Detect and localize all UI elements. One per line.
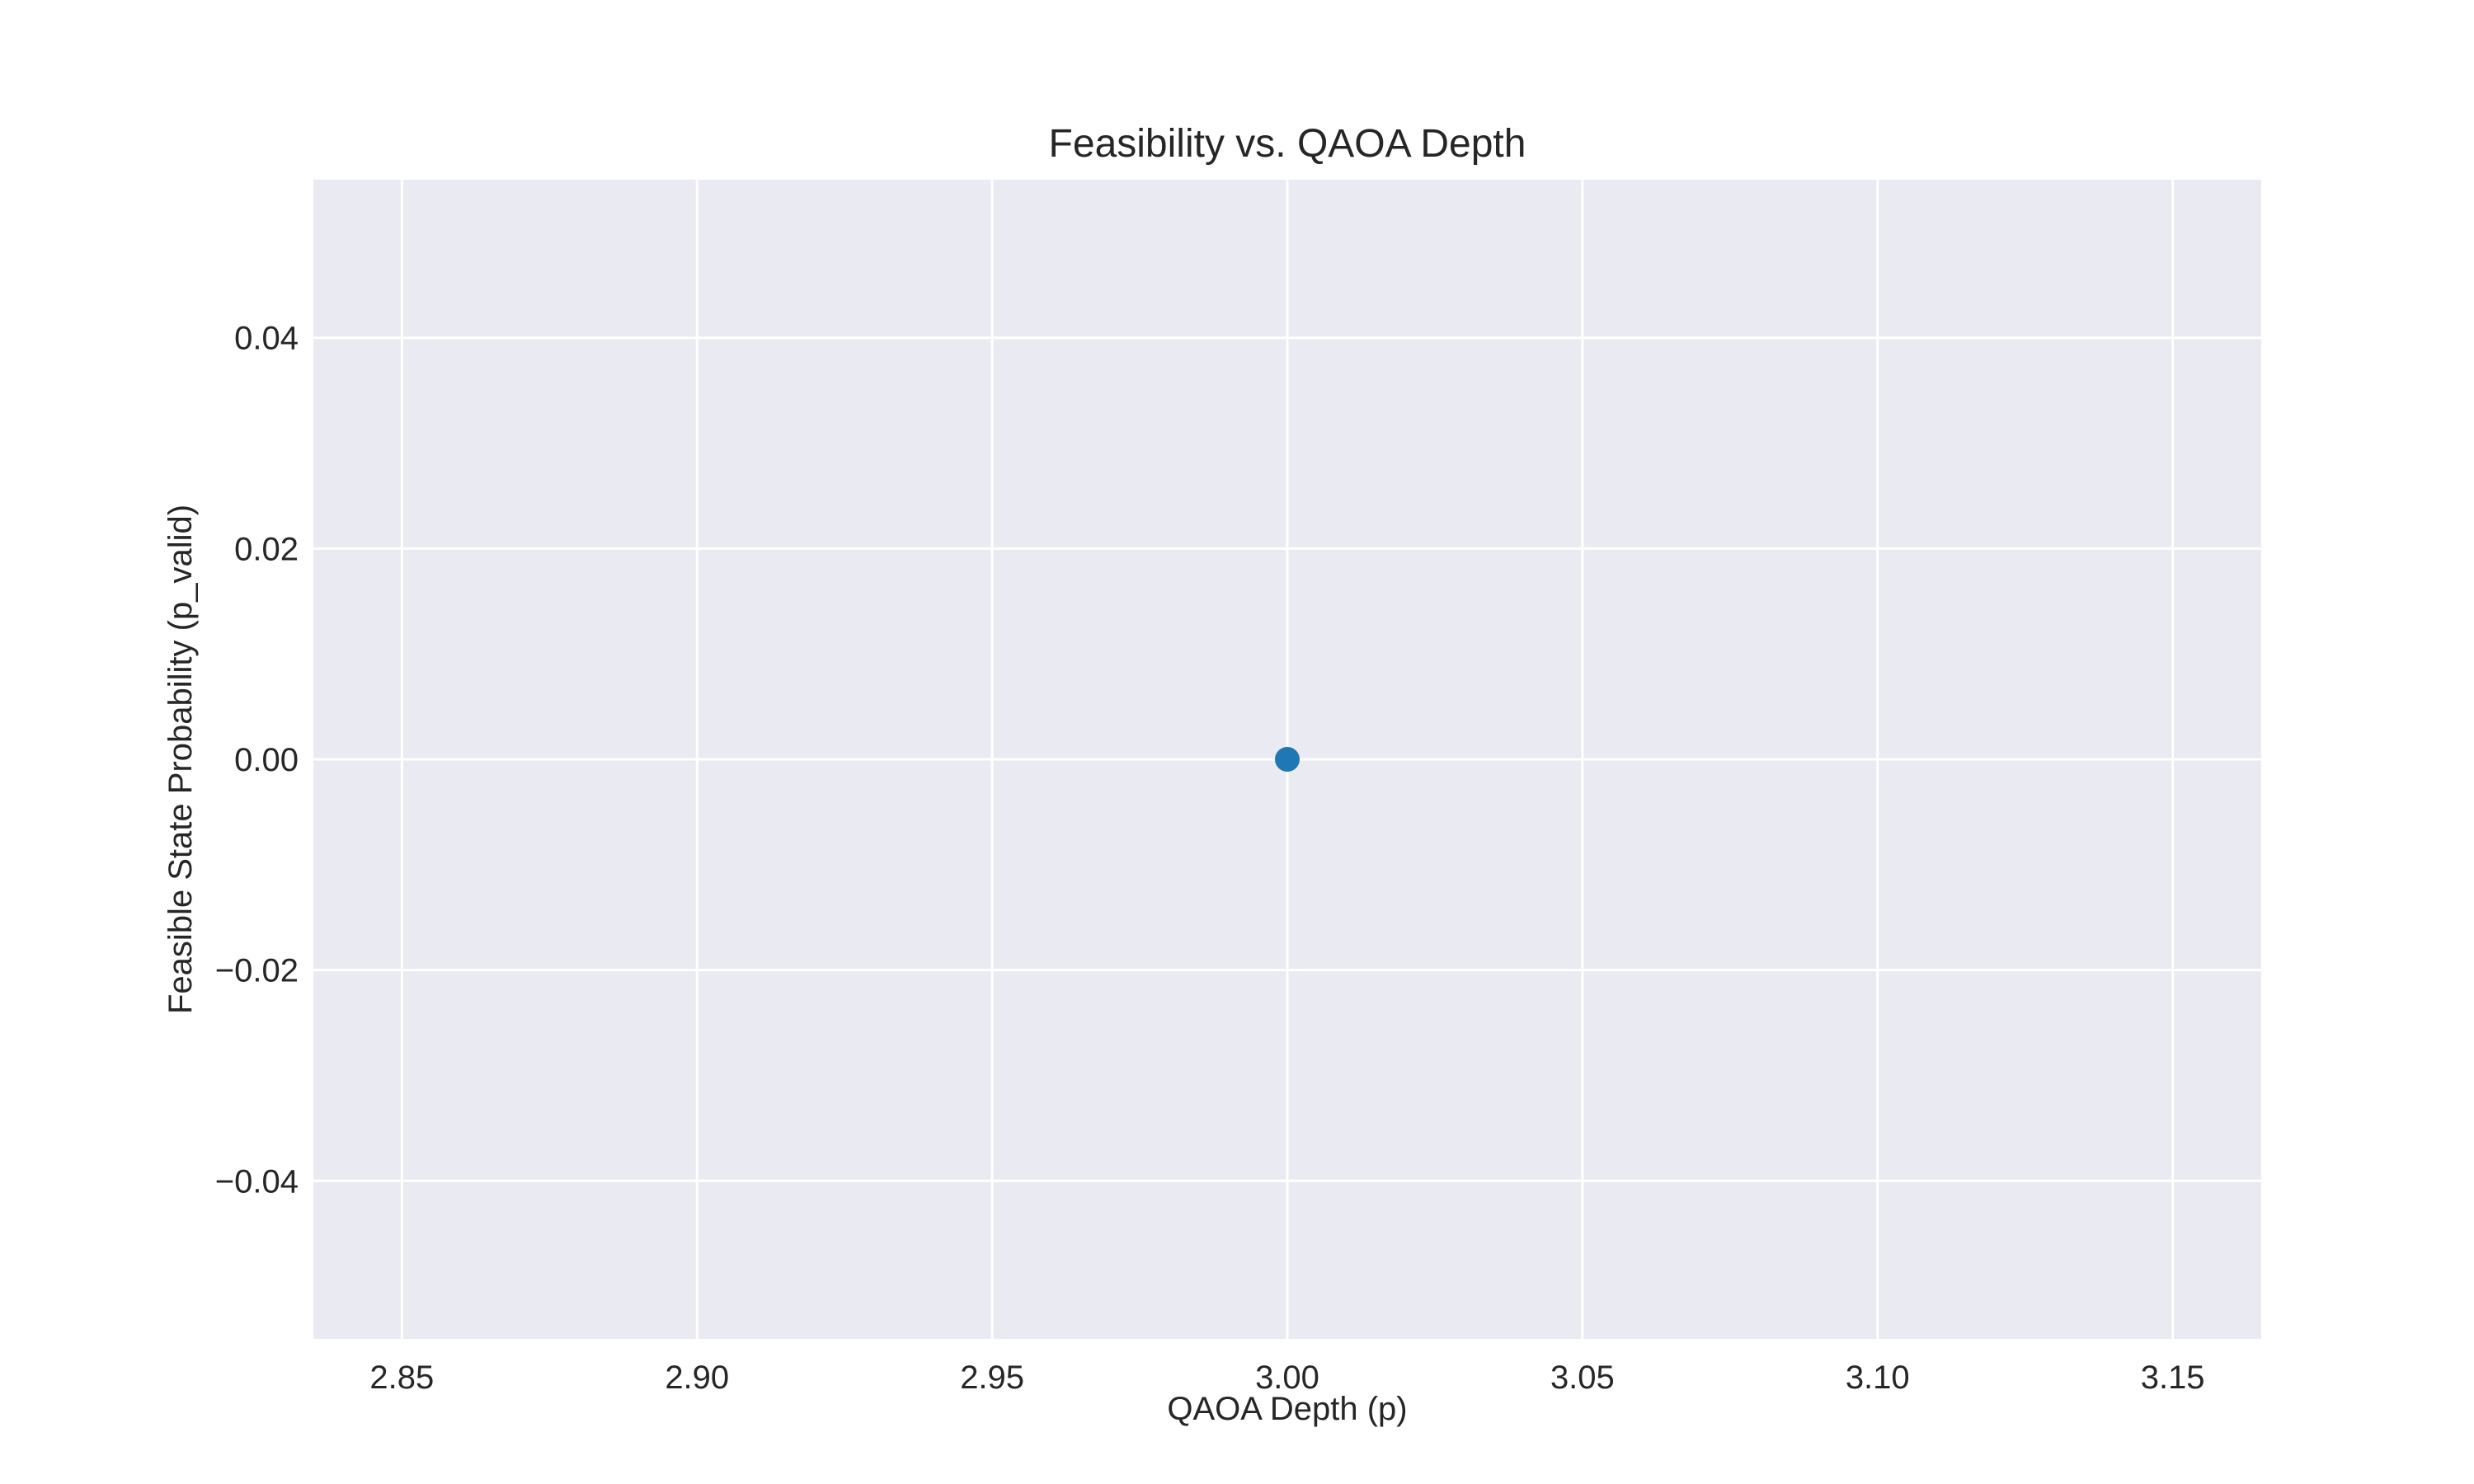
x-tick-label: 2.85 bbox=[369, 1360, 434, 1396]
x-tick-label: 3.05 bbox=[1550, 1360, 1615, 1396]
data-point bbox=[1275, 747, 1300, 772]
x-tick-label: 3.00 bbox=[1255, 1360, 1319, 1396]
y-tick-label: 0.04 bbox=[234, 321, 299, 357]
chart-title: Feasibility vs. QAOA Depth bbox=[1049, 122, 1526, 166]
y-tick-label: 0.02 bbox=[234, 531, 299, 567]
x-tick-label: 2.90 bbox=[665, 1360, 729, 1396]
x-tick-label: 3.15 bbox=[2141, 1360, 2205, 1396]
data-points bbox=[1275, 747, 1300, 772]
x-tick-label: 2.95 bbox=[960, 1360, 1024, 1396]
y-axis-ticks: 0.04 0.02 0.00 −0.02 −0.04 bbox=[215, 321, 299, 1200]
y-tick-label: −0.04 bbox=[215, 1163, 299, 1200]
x-tick-label: 3.10 bbox=[1846, 1360, 1910, 1396]
x-axis-ticks: 2.85 2.90 2.95 3.00 3.05 3.10 3.15 bbox=[369, 1360, 2204, 1396]
x-axis-label: QAOA Depth (p) bbox=[1167, 1391, 1407, 1427]
y-tick-label: 0.00 bbox=[234, 742, 299, 778]
y-tick-label: −0.02 bbox=[215, 953, 299, 989]
y-axis-label: Feasible State Probability (p_valid) bbox=[162, 505, 199, 1014]
